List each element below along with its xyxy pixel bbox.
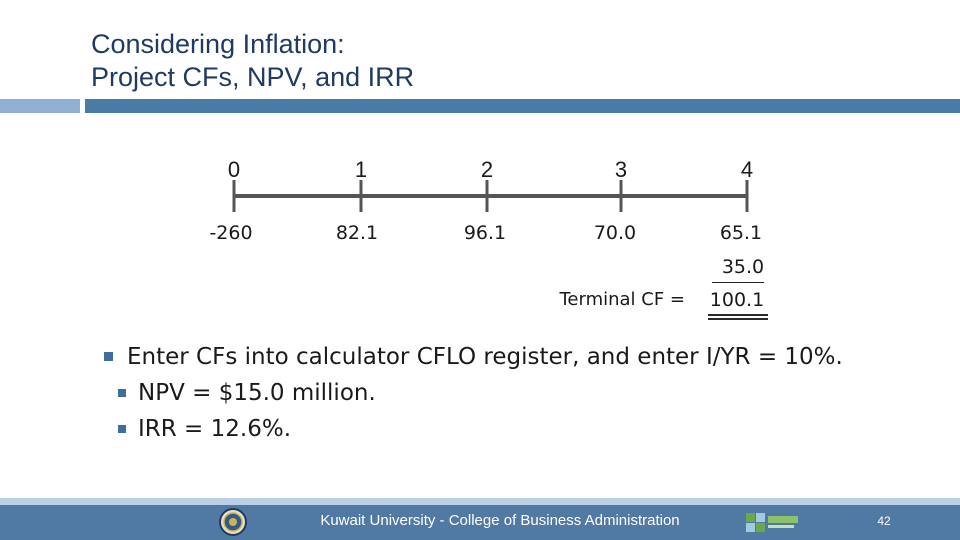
cash-flow-4: 65.1	[719, 222, 763, 244]
slide-title: Considering Inflation: Project CFs, NPV,…	[91, 28, 414, 94]
period-label-1: 1	[354, 157, 368, 182]
slide-title-line-2: Project CFs, NPV, and IRR	[91, 62, 415, 92]
slide-title-line-1: Considering Inflation:	[91, 29, 345, 59]
square-bullet-icon	[104, 352, 113, 361]
total-double-underline-2	[708, 318, 768, 320]
square-bullet-icon	[118, 425, 126, 433]
footer-bar	[0, 505, 960, 540]
total-double-underline-1	[708, 314, 768, 316]
title-accent-bar-right	[85, 99, 960, 113]
page-number: 42	[877, 514, 891, 528]
bullet-text-npv: NPV = $15.0 million.	[138, 380, 376, 406]
bullet-item-npv: NPV = $15.0 million.	[118, 380, 843, 416]
footer-top-band	[0, 498, 960, 505]
period-label-4: 4	[740, 157, 754, 182]
title-accent-bar-left	[0, 99, 80, 113]
period-label-2: 2	[480, 157, 494, 182]
cash-flow-0: -260	[209, 222, 253, 244]
footer-institution-text: Kuwait University - College of Business …	[320, 512, 680, 529]
bullet-item-main: Enter CFs into calculator CFLO register,…	[104, 344, 843, 380]
period-label-0: 0	[227, 157, 241, 182]
cash-flow-3: 70.0	[593, 222, 637, 244]
bullet-text-main: Enter CFs into calculator CFLO register,…	[127, 344, 843, 370]
terminal-cf-label: Terminal CF =	[559, 289, 685, 310]
sum-underline	[712, 282, 764, 283]
terminal-value-addition: 35.0	[721, 256, 765, 278]
university-seal-icon	[219, 508, 247, 536]
square-bullet-icon	[118, 389, 126, 397]
bullet-text-irr: IRR = 12.6%.	[138, 416, 292, 442]
cash-flow-2: 96.1	[463, 222, 507, 244]
terminal-cf-total: 100.1	[709, 289, 765, 311]
bullet-item-irr: IRR = 12.6%.	[118, 416, 843, 452]
bullet-list: Enter CFs into calculator CFLO register,…	[104, 344, 843, 452]
period-label-3: 3	[614, 157, 628, 182]
cash-flow-1: 82.1	[335, 222, 379, 244]
aacsb-logo-icon	[746, 513, 798, 532]
